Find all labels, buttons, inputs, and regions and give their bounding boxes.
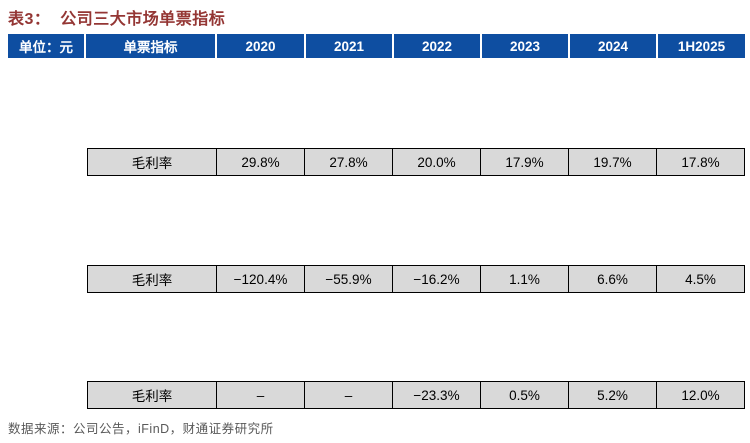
- value-cell: 17.8%: [656, 149, 744, 175]
- table-header-row: 单位：元 单票指标 2020 2021 2022 2023 2024 1H202…: [8, 34, 745, 58]
- value-cell: 6.6%: [568, 266, 656, 292]
- header-cell-2021: 2021: [306, 34, 392, 58]
- value-cell: 29.8%: [216, 149, 304, 175]
- row-label-cell: 毛利率: [131, 273, 173, 288]
- value-cell: 20.0%: [392, 149, 480, 175]
- row-label-cell: 毛利率: [131, 156, 173, 171]
- value-cell: 17.9%: [480, 149, 568, 175]
- value-cell: 1.1%: [480, 266, 568, 292]
- value-cell: −120.4%: [216, 266, 304, 292]
- header-cell-2022: 2022: [394, 34, 480, 58]
- row-label-cell: 毛利率: [131, 389, 173, 404]
- header-cell-2023: 2023: [482, 34, 568, 58]
- value-cell: 0.5%: [480, 382, 568, 408]
- header-cell-2020: 2020: [217, 34, 304, 58]
- table-row-gross-margin-2: 毛利率 −120.4% −55.9% −16.2% 1.1% 6.6% 4.5%: [87, 265, 745, 293]
- value-cell: –: [304, 382, 392, 408]
- header-cell-unit: 单位：元: [8, 34, 84, 58]
- value-cell: 27.8%: [304, 149, 392, 175]
- header-cell-1h2025: 1H2025: [658, 34, 745, 58]
- value-cell: 19.7%: [568, 149, 656, 175]
- value-cell: −23.3%: [392, 382, 480, 408]
- value-cell: 5.2%: [568, 382, 656, 408]
- value-cell: −16.2%: [392, 266, 480, 292]
- data-source-note: 数据来源：公司公告，iFinD，财通证券研究所: [8, 422, 274, 436]
- table-row-gross-margin-1: 毛利率 29.8% 27.8% 20.0% 17.9% 19.7% 17.8%: [87, 148, 745, 176]
- value-cell: –: [216, 382, 304, 408]
- header-cell-2024: 2024: [570, 34, 656, 58]
- value-cell: 12.0%: [656, 382, 744, 408]
- table-row-gross-margin-3: 毛利率 – – −23.3% 0.5% 5.2% 12.0%: [87, 381, 745, 409]
- value-cell: −55.9%: [304, 266, 392, 292]
- header-cell-indicator: 单票指标: [86, 34, 215, 58]
- value-cell: 4.5%: [656, 266, 744, 292]
- table-title: 表3： 公司三大市场单票指标: [8, 11, 226, 28]
